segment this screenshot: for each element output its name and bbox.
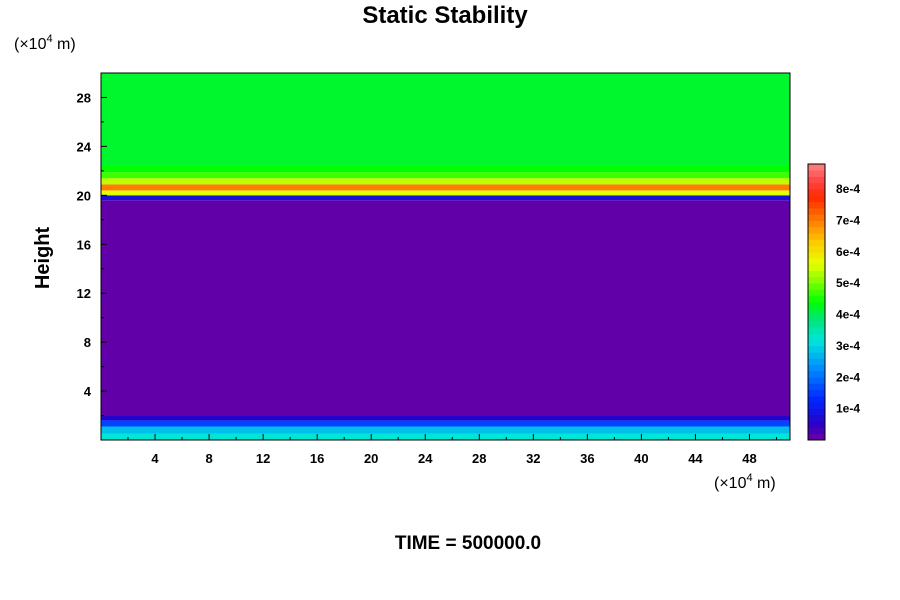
colorbar-swatch bbox=[808, 195, 825, 203]
colorbar-swatch bbox=[808, 333, 825, 341]
colorbar-swatch bbox=[808, 176, 825, 184]
colorbar-swatch bbox=[808, 433, 825, 441]
x-tick-label: 44 bbox=[688, 451, 703, 466]
colorbar-tick-label: 2e-4 bbox=[836, 370, 860, 384]
colorbar-swatch bbox=[808, 377, 825, 384]
colorbar-swatch bbox=[808, 327, 825, 334]
colorbar-swatch bbox=[808, 233, 825, 240]
colorbar-tick-label: 4e-4 bbox=[836, 308, 860, 322]
field-band bbox=[101, 195, 790, 201]
x-tick-label: 4 bbox=[151, 451, 159, 466]
y-axis-label: Height bbox=[32, 227, 54, 290]
colorbar-swatch bbox=[808, 389, 825, 397]
colorbar-swatch bbox=[808, 170, 825, 177]
colorbar-swatch bbox=[808, 164, 825, 171]
colorbar-swatch bbox=[808, 345, 825, 353]
colorbar-tick-label: 3e-4 bbox=[836, 339, 860, 353]
colorbar-swatch bbox=[808, 371, 825, 378]
colorbar-swatch bbox=[808, 283, 825, 290]
colorbar-swatch bbox=[808, 383, 825, 391]
colorbar-swatch bbox=[808, 364, 825, 372]
colorbar-swatch bbox=[808, 239, 825, 246]
x-tick-label: 16 bbox=[310, 451, 324, 466]
x-tick-label: 32 bbox=[526, 451, 540, 466]
colorbar-swatch bbox=[808, 207, 825, 215]
y-tick-label: 8 bbox=[84, 335, 91, 350]
colorbar-swatch bbox=[808, 226, 825, 234]
field-band bbox=[101, 426, 790, 434]
x-axis: 4 8 12 16 20 24 28 32 36 40 44 48 bbox=[127, 434, 777, 466]
y-tick-label: 16 bbox=[77, 237, 91, 252]
plot-area bbox=[100, 72, 791, 441]
x-tick-label: 40 bbox=[634, 451, 648, 466]
field-band bbox=[101, 165, 790, 173]
chart-title: Static Stability bbox=[362, 2, 528, 29]
plot-frame bbox=[100, 72, 791, 441]
field-band bbox=[101, 184, 790, 191]
y-axis: 4 8 12 16 20 24 28 bbox=[77, 90, 107, 417]
colorbar-swatch bbox=[808, 276, 825, 284]
colorbar-swatch bbox=[808, 295, 825, 303]
colorbar-tick-label: 6e-4 bbox=[836, 245, 860, 259]
y-axis-unit: (×104 m) bbox=[14, 33, 76, 53]
colorbar-tick-label: 7e-4 bbox=[836, 213, 860, 227]
colorbar-swatch bbox=[808, 339, 825, 347]
colorbar-swatch bbox=[808, 264, 825, 272]
colorbar-swatch bbox=[808, 270, 825, 278]
colorbar-swatch bbox=[808, 352, 825, 359]
field-band bbox=[101, 190, 790, 196]
x-tick-label: 48 bbox=[742, 451, 756, 466]
y-tick-label: 24 bbox=[77, 139, 92, 154]
colorbar-swatch bbox=[808, 358, 825, 366]
colorbar-swatch bbox=[808, 414, 825, 422]
y-tick-label: 28 bbox=[77, 90, 91, 105]
colorbar-swatch bbox=[808, 408, 825, 416]
colorbar-swatch bbox=[808, 320, 825, 328]
field-band bbox=[101, 433, 790, 440]
colorbar-tick-label: 5e-4 bbox=[836, 276, 860, 290]
colorbar-swatch bbox=[808, 189, 825, 196]
colorbar-swatch bbox=[808, 258, 825, 265]
colorbar-swatch bbox=[808, 251, 825, 259]
colorbar-swatch bbox=[808, 182, 825, 190]
colorbar-swatch bbox=[808, 201, 825, 209]
field-band bbox=[101, 178, 790, 185]
field-band bbox=[101, 172, 790, 179]
y-tick-label: 12 bbox=[77, 286, 91, 301]
x-axis-unit: (×104 m) bbox=[714, 472, 776, 492]
x-tick-label: 28 bbox=[472, 451, 486, 466]
x-tick-label: 24 bbox=[418, 451, 433, 466]
colorbar-swatch bbox=[808, 308, 825, 315]
y-tick-label: 20 bbox=[77, 188, 91, 203]
colorbar-swatch bbox=[808, 402, 825, 410]
y-tick-label: 4 bbox=[84, 384, 92, 399]
x-tick-label: 12 bbox=[256, 451, 270, 466]
colorbar-swatch bbox=[808, 302, 825, 309]
x-tick-label: 36 bbox=[580, 451, 594, 466]
x-tick-label: 20 bbox=[364, 451, 378, 466]
colorbar-tick-label: 1e-4 bbox=[836, 402, 860, 416]
colorbar-swatch bbox=[808, 427, 825, 435]
field-band bbox=[101, 420, 790, 427]
field-band bbox=[101, 73, 790, 166]
colorbar-swatch bbox=[808, 314, 825, 322]
colorbar-frame bbox=[807, 163, 826, 441]
colorbar-swatch bbox=[808, 396, 825, 403]
colorbar-tick-label: 8e-4 bbox=[836, 182, 860, 196]
field-band bbox=[101, 200, 790, 416]
colorbar-swatch bbox=[808, 421, 825, 428]
field-band bbox=[101, 415, 790, 421]
colorbar-swatch bbox=[808, 214, 825, 221]
colorbar-swatch bbox=[808, 245, 825, 253]
colorbar-swatch bbox=[808, 289, 825, 297]
time-label: TIME = 500000.0 bbox=[395, 533, 541, 554]
colorbar-swatch bbox=[808, 220, 825, 228]
colorbar: 1e-4 2e-4 3e-4 4e-4 5e-4 6e-4 7e-4 8e-4 bbox=[807, 163, 860, 441]
x-tick-label: 8 bbox=[205, 451, 212, 466]
